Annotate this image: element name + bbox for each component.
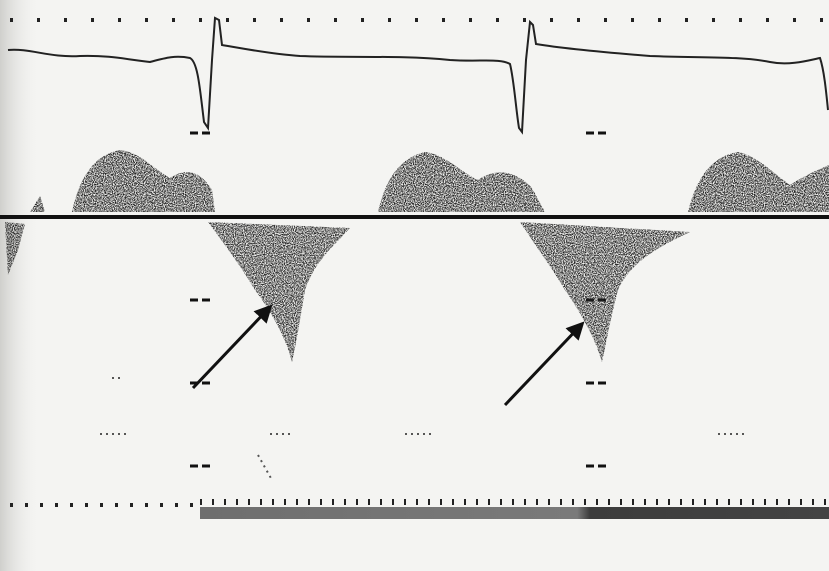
edge-shade: [0, 0, 40, 571]
doppler-screenshot: [0, 0, 829, 571]
page: [0, 0, 829, 571]
background: [0, 0, 829, 571]
time-bar: [200, 507, 829, 519]
